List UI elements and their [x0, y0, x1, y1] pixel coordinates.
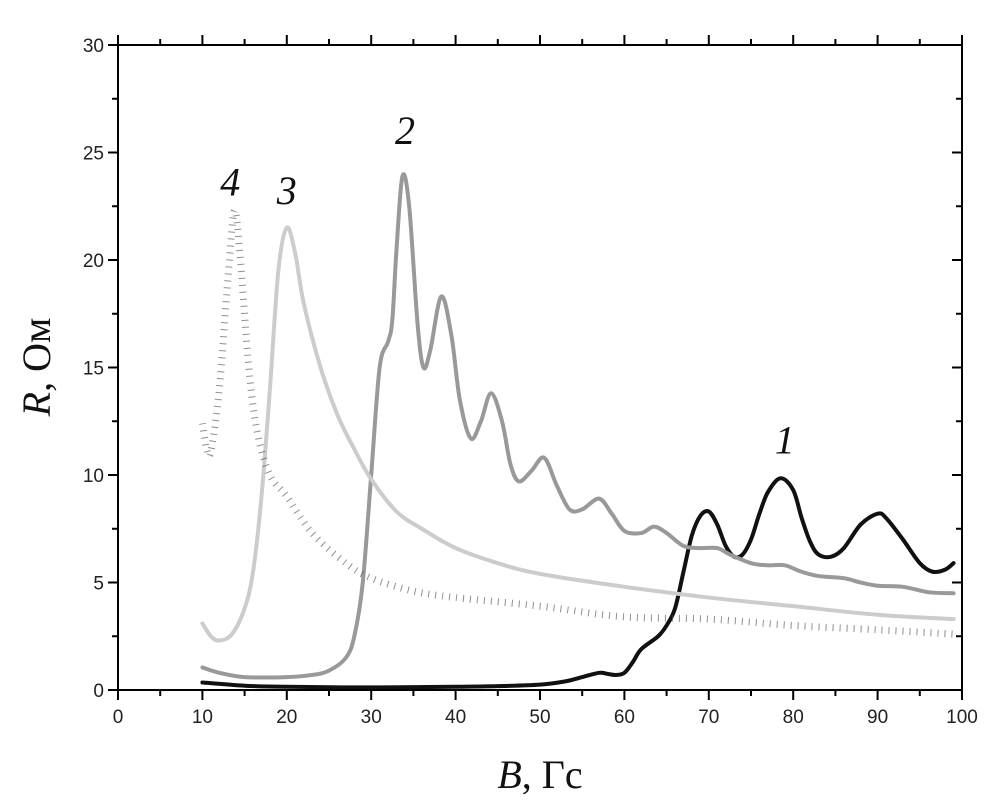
x-tick-label: 70: [698, 707, 719, 728]
x-axis-unit: , Гс: [522, 752, 583, 797]
y-tick-labels: 0 5 10 15 20 25 30: [83, 36, 104, 702]
y-tick-label: 25: [83, 144, 104, 165]
curve-labels: 1 2 34: [220, 108, 795, 463]
series-3-line: [200, 225, 956, 643]
x-tick-label: 40: [445, 707, 466, 728]
x-tick-label: 60: [614, 707, 635, 728]
axis-ticks: [108, 35, 963, 700]
y-tick-label: 20: [83, 251, 104, 272]
y-tick-label: 30: [83, 36, 104, 57]
y-tick-label: 10: [83, 466, 104, 487]
x-axis-title: B, Гс: [497, 752, 582, 797]
y-tick-label: 15: [83, 359, 104, 380]
y-tick-label: 5: [93, 574, 104, 595]
x-tick-label: 90: [867, 707, 888, 728]
x-axis-var: B: [497, 752, 521, 797]
x-tick-label: 100: [946, 707, 978, 728]
series-1-line: [200, 476, 956, 690]
series-4-line: [198, 207, 954, 638]
plot-frame: [117, 44, 963, 691]
curves: [198, 172, 956, 690]
curve-label-3: 3: [276, 168, 297, 213]
x-tick-label: 10: [192, 707, 213, 728]
x-tick-label: 80: [783, 707, 804, 728]
y-axis-var: R: [14, 392, 59, 417]
x-tick-label: 30: [361, 707, 382, 728]
y-tick-label: 0: [93, 681, 104, 702]
x-tick-label: 0: [113, 707, 124, 728]
curve-label-4: 4: [220, 160, 240, 205]
series-2-line: [200, 172, 956, 680]
curve-label-1: 1: [775, 418, 795, 463]
y-axis-unit: , Ом: [14, 318, 59, 392]
x-tick-labels: 0 10 20 30 40 50 60 70 80 90 100: [113, 707, 978, 728]
curve-label-2: 2: [395, 108, 415, 153]
x-tick-label: 50: [529, 707, 550, 728]
y-axis-title: R, Ом: [14, 318, 59, 418]
x-tick-label: 20: [276, 707, 297, 728]
